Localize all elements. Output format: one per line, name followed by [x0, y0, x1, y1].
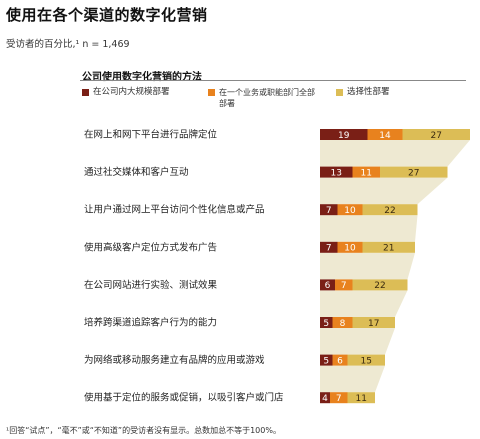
- bar-segment: [362, 241, 415, 253]
- category-label: 在公司网站进行实验、测试效果: [84, 279, 218, 291]
- bar-value-label: 15: [361, 356, 372, 366]
- category-label: 为网络或移动服务建立有品牌的应用或游戏: [84, 354, 265, 366]
- bar-connector: [320, 365, 385, 393]
- bar-segment: [347, 392, 375, 404]
- category-label: 通过社交媒体和客户互动: [84, 166, 189, 178]
- bar-segment: [320, 317, 333, 328]
- legend-swatch-large-scale: [82, 89, 89, 96]
- bar-value-label: 7: [326, 206, 332, 216]
- bar-segment: [320, 279, 335, 291]
- legend-label-large-scale: 在公司内大规模部署: [93, 87, 170, 97]
- bar-connector: [320, 215, 418, 242]
- bar-connector: [320, 328, 395, 355]
- legend-swatch-selective: [336, 89, 343, 96]
- category-label: 在网上和网下平台进行品牌定位: [84, 129, 218, 141]
- category-label: 培养跨渠道追踪客户行为的能力: [84, 317, 217, 329]
- bar-segment: [330, 392, 348, 404]
- bar-segment: [352, 317, 395, 328]
- bar-segment: [332, 354, 348, 366]
- bar-value-label: 7: [341, 281, 347, 291]
- bar-segment: [352, 279, 408, 291]
- bar-value-label: 7: [326, 244, 332, 254]
- bar-segment: [337, 204, 363, 216]
- bar-segment: [320, 204, 338, 216]
- bar-segment: [347, 354, 385, 366]
- subtitle: 受访者的百分比,¹ n = 1,469: [6, 39, 130, 50]
- legend-label-selective: 选择性部署: [347, 87, 390, 97]
- bar-segment: [320, 392, 330, 404]
- bar-connector: [320, 252, 415, 280]
- bar-value-label: 22: [384, 206, 395, 216]
- chart-title-rule: [80, 80, 466, 81]
- bar-segment: [320, 129, 368, 140]
- bar-connector: [320, 177, 448, 205]
- bar-value-label: 10: [344, 244, 356, 254]
- bar-value-label: 22: [374, 281, 385, 291]
- bar-segment: [367, 129, 403, 140]
- bar-value-label: 27: [431, 131, 442, 141]
- bar-value-label: 10: [344, 206, 356, 216]
- bar-value-label: 6: [337, 356, 343, 366]
- category-label: 使用高级客户定位方式发布广告: [84, 241, 217, 253]
- chart-title: 公司使用数字化营销的方法: [82, 72, 202, 83]
- bar-value-label: 11: [361, 168, 372, 178]
- bar-value-label: 14: [379, 131, 391, 141]
- bar-value-label: 17: [368, 319, 379, 329]
- bar-value-label: 19: [338, 131, 350, 141]
- category-label: 使用基于定位的服务或促销，以吸引客户或门店: [84, 392, 284, 404]
- legend-label-business-unit: 在一个业务或职能部门全部部署: [219, 88, 315, 108]
- bar-value-label: 5: [323, 356, 329, 366]
- bar-connector: [320, 140, 470, 167]
- bar-value-label: 6: [325, 281, 331, 291]
- bar-value-label: 8: [340, 319, 346, 329]
- bar-segment: [332, 317, 353, 328]
- bar-segment: [402, 129, 470, 140]
- legend-swatch-business-unit: [208, 89, 215, 96]
- bar-segment: [352, 166, 380, 178]
- bar-segment: [337, 241, 363, 253]
- bar-segment: [335, 279, 353, 291]
- bar-value-label: 13: [331, 168, 342, 178]
- page-title: 使用在各个渠道的数字化营销: [6, 6, 208, 24]
- bar-value-label: 4: [322, 394, 328, 404]
- bar-value-label: 7: [336, 394, 342, 404]
- bar-value-label: 11: [356, 394, 367, 404]
- bar-segment: [362, 204, 418, 216]
- bar-value-label: 21: [383, 244, 394, 254]
- bar-segment: [380, 166, 448, 178]
- bar-segment: [320, 166, 353, 178]
- bar-value-label: 27: [408, 168, 419, 178]
- bar-segment: [320, 354, 333, 366]
- footnote: ¹回答“试点”，“毫不”或“不知道”的受访者没有显示。总数加总不等于100%。: [6, 426, 281, 435]
- bar-segment: [320, 241, 338, 253]
- category-label: 让用户通过网上平台访问个性化信息或产品: [84, 204, 265, 216]
- bar-value-label: 5: [323, 319, 329, 329]
- bar-connector: [320, 290, 408, 317]
